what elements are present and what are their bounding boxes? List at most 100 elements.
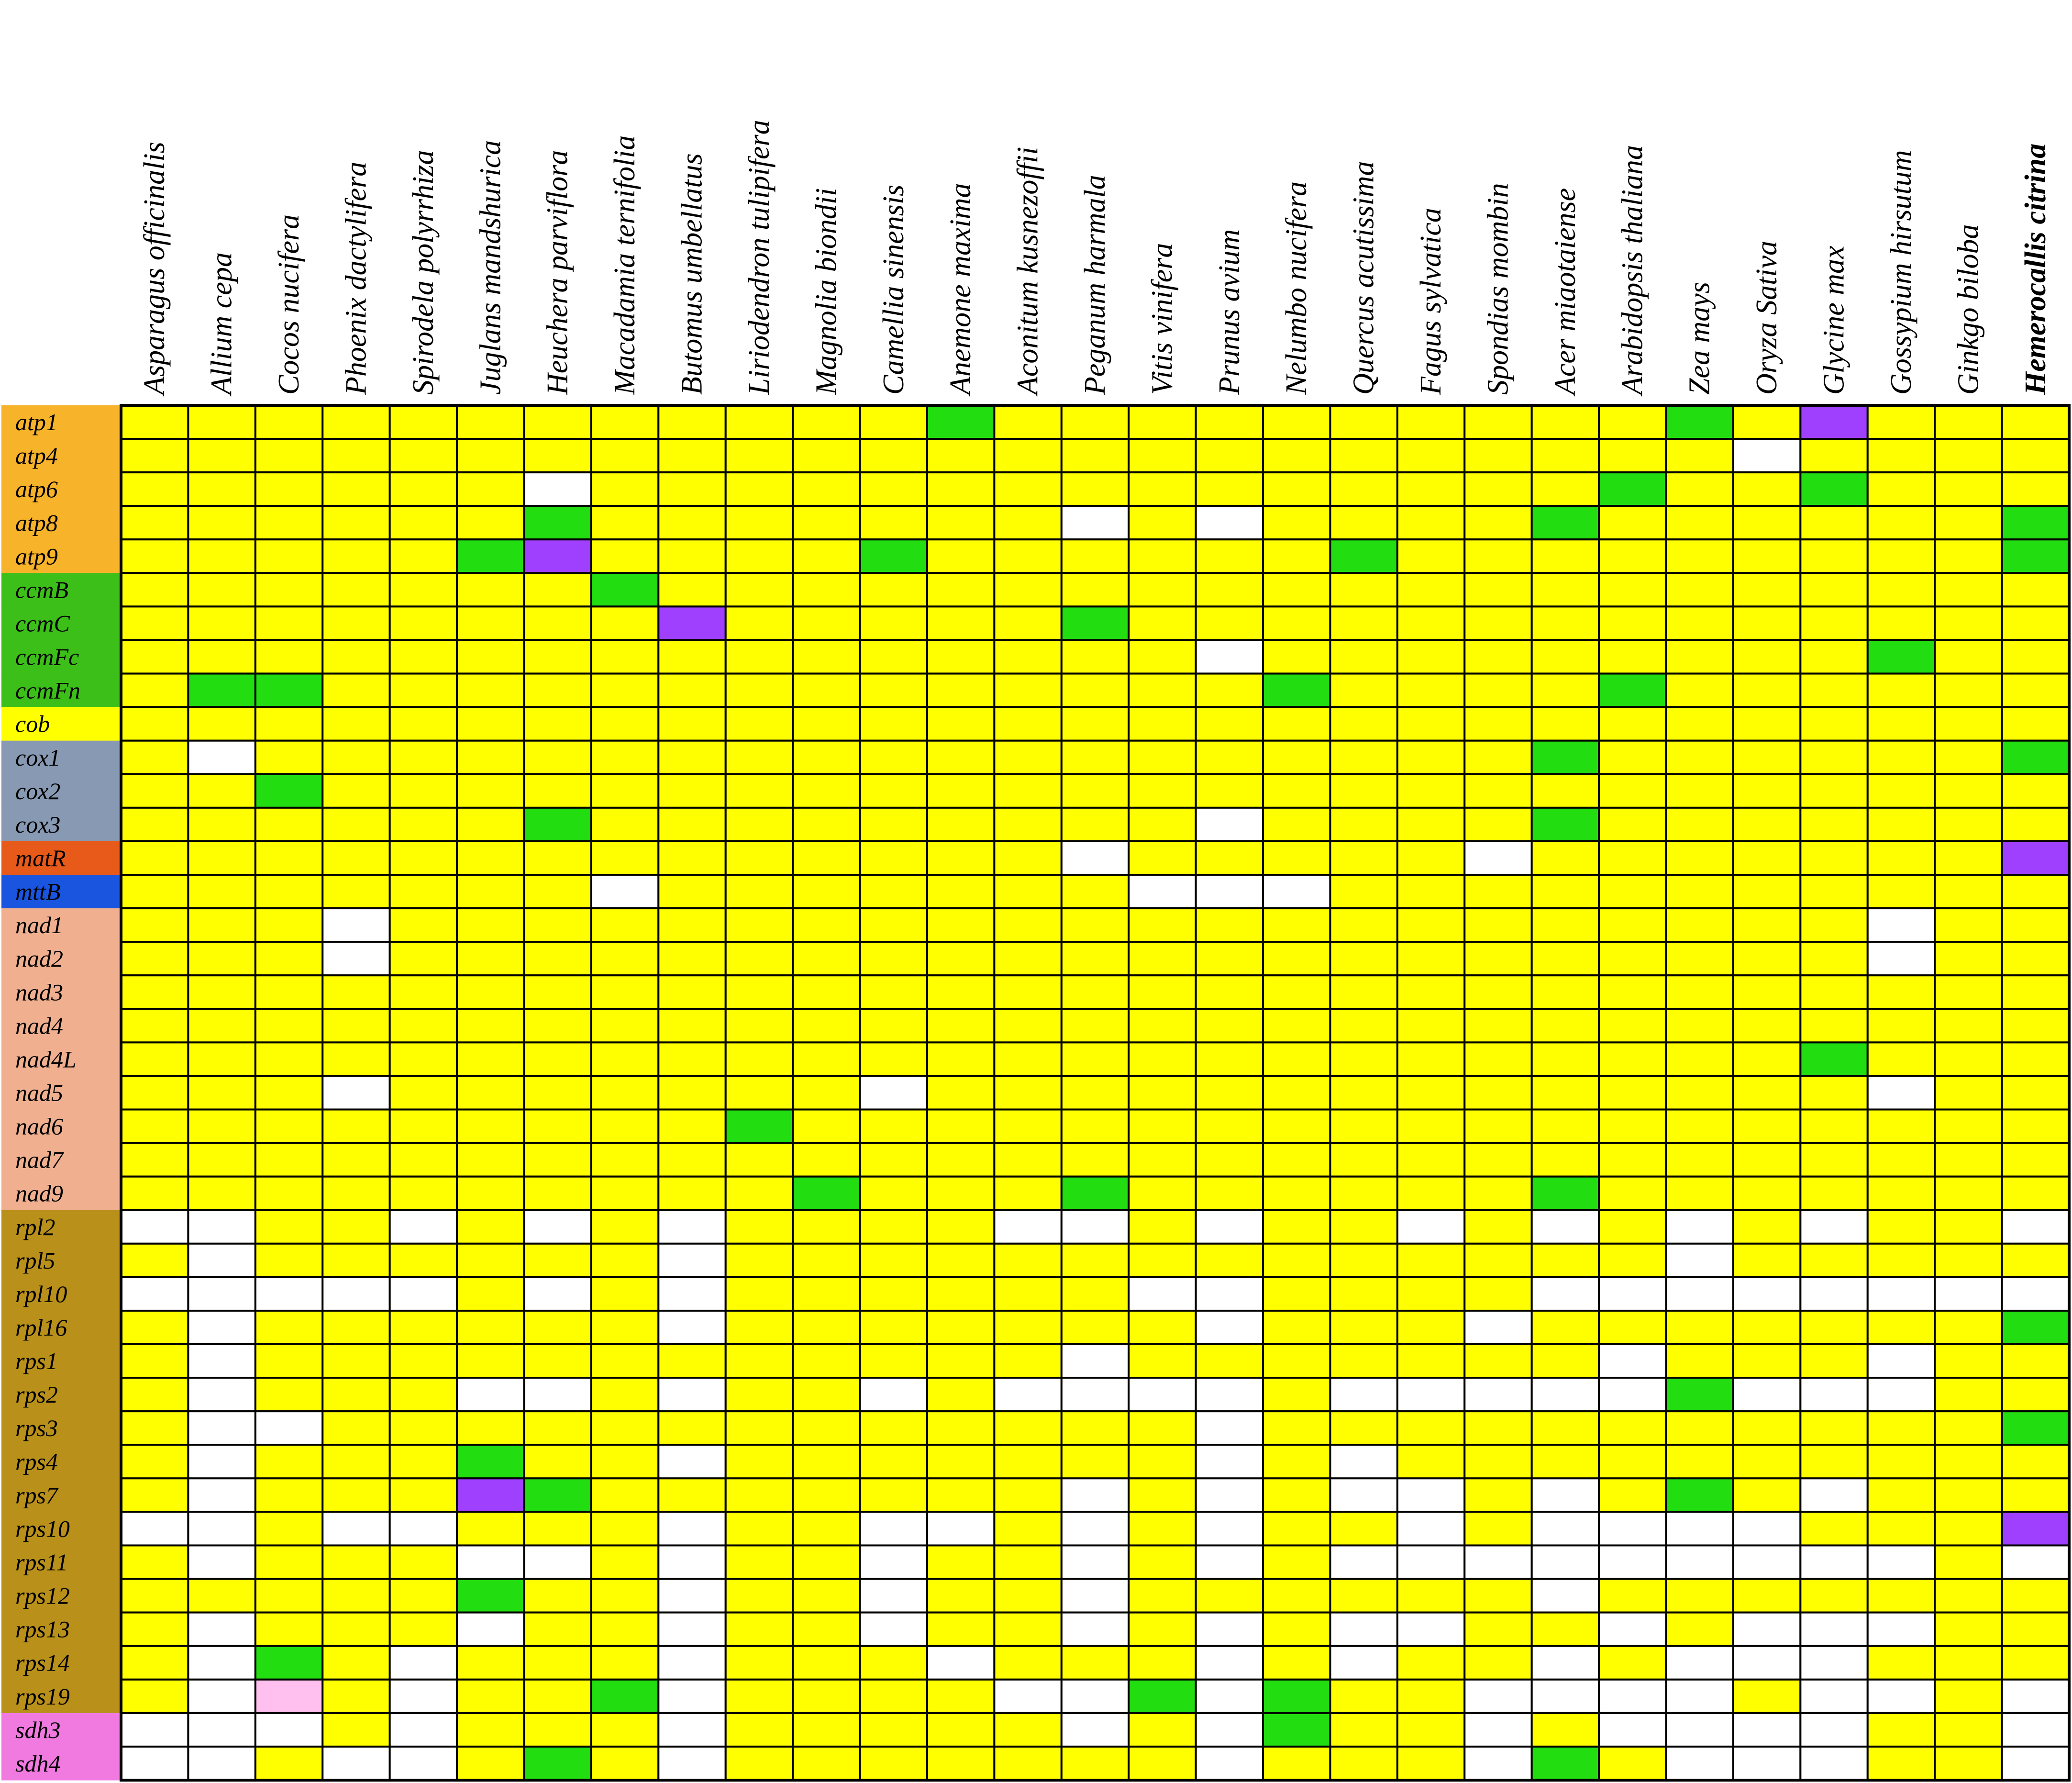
heatmap-cell [657, 1745, 727, 1781]
heatmap-cell [1262, 1008, 1331, 1044]
heatmap-cell [657, 1678, 727, 1714]
heatmap-cell [187, 1645, 256, 1681]
heatmap-cell [859, 1410, 928, 1446]
heatmap-cell [1934, 438, 2003, 474]
gene-group-band [1, 506, 121, 540]
heatmap-cell [456, 1410, 525, 1446]
heatmap-cell [1732, 1377, 1802, 1413]
heatmap-cell [657, 639, 727, 675]
heatmap-cell [388, 605, 458, 641]
heatmap-cell [926, 471, 996, 507]
heatmap-cell [523, 1645, 592, 1681]
heatmap-cell [1060, 404, 1130, 440]
heatmap-cell [1665, 1712, 1734, 1748]
heatmap-cell [792, 505, 861, 541]
heatmap-cell [388, 1008, 458, 1044]
heatmap-cell [1463, 1477, 1533, 1513]
heatmap-cell [1866, 1075, 1936, 1111]
heatmap-cell [187, 1544, 256, 1580]
heatmap-cell [657, 706, 727, 742]
heatmap-cell [254, 773, 324, 809]
heatmap-cell [1195, 1343, 1264, 1379]
heatmap-cell [1934, 1008, 2003, 1044]
heatmap-cell [1665, 1075, 1734, 1111]
heatmap-cell [1866, 974, 1936, 1010]
heatmap-cell [254, 639, 324, 675]
heatmap-cell [1530, 706, 1600, 742]
gene-label: nad2 [15, 945, 63, 972]
heatmap-cell [1799, 1075, 1869, 1111]
heatmap-cell [590, 1477, 660, 1513]
heatmap-cell [321, 471, 391, 507]
heatmap-cell [1665, 1276, 1734, 1312]
heatmap-cell [187, 672, 256, 708]
heatmap-cell [1732, 1175, 1802, 1211]
heatmap-cell [724, 1041, 794, 1077]
heatmap-cell [120, 1645, 189, 1681]
heatmap-cell [456, 907, 525, 943]
heatmap-cell [2001, 505, 2071, 541]
heatmap-cell [254, 1175, 324, 1211]
heatmap-cell [120, 806, 189, 842]
column-label: Ginkgo biloba [1952, 224, 1984, 395]
heatmap-cell [1329, 1209, 1398, 1245]
heatmap-cell [1262, 941, 1331, 977]
heatmap-cell [187, 1175, 256, 1211]
heatmap-cell [724, 1142, 794, 1178]
heatmap-cell [1396, 1578, 1466, 1614]
heatmap-cell [254, 806, 324, 842]
heatmap-cell [859, 1678, 928, 1714]
heatmap-cell [523, 1108, 592, 1144]
gene-group-band [1, 439, 121, 473]
heatmap-cell [187, 806, 256, 842]
heatmap-cell [1329, 471, 1398, 507]
heatmap-cell [1866, 538, 1936, 574]
heatmap-cell [724, 1108, 794, 1144]
heatmap-cell [1195, 1645, 1264, 1681]
heatmap-cell [1799, 538, 1869, 574]
heatmap-cell [1262, 1175, 1331, 1211]
heatmap-cell [1799, 1477, 1869, 1513]
heatmap-cell [926, 1645, 996, 1681]
heatmap-cell [1799, 1276, 1869, 1312]
heatmap-cell [1799, 471, 1869, 507]
heatmap-cell [1463, 572, 1533, 608]
heatmap-cell [523, 739, 592, 775]
heatmap-cell [792, 1008, 861, 1044]
heatmap-cell [1799, 605, 1869, 641]
heatmap-cell [523, 1678, 592, 1714]
heatmap-cell [1262, 1611, 1331, 1647]
heatmap-cell [1665, 1309, 1734, 1346]
gene-group-band [1, 908, 121, 942]
heatmap-cell [1128, 572, 1197, 608]
heatmap-cell [1732, 1309, 1802, 1346]
heatmap-cell [388, 773, 458, 809]
heatmap-cell [1329, 974, 1398, 1010]
heatmap-cell [1060, 773, 1130, 809]
heatmap-cell [1934, 1645, 2003, 1681]
heatmap-cell [792, 1242, 861, 1278]
heatmap-cell [1195, 806, 1264, 842]
heatmap-cell [120, 773, 189, 809]
heatmap-cell [1262, 1377, 1331, 1413]
heatmap-cell [1732, 806, 1802, 842]
heatmap-cell [1934, 1142, 2003, 1178]
heatmap-cell [1934, 1343, 2003, 1379]
heatmap-cell [523, 1276, 592, 1312]
heatmap-cell [1060, 1108, 1130, 1144]
heatmap-cell [187, 1309, 256, 1346]
heatmap-cell [993, 840, 1063, 876]
heatmap-cell [2001, 1678, 2071, 1714]
heatmap-cell [926, 1678, 996, 1714]
gene-label: cox1 [15, 744, 60, 771]
heatmap-cell [1934, 806, 2003, 842]
heatmap-cell [657, 1041, 727, 1077]
heatmap-cell [120, 471, 189, 507]
heatmap-cell [926, 1712, 996, 1748]
heatmap-cell [321, 874, 391, 910]
heatmap-cell [1195, 739, 1264, 775]
heatmap-cell [187, 974, 256, 1010]
heatmap-cell [657, 471, 727, 507]
heatmap-cell [388, 639, 458, 675]
heatmap-cell [321, 1444, 391, 1480]
